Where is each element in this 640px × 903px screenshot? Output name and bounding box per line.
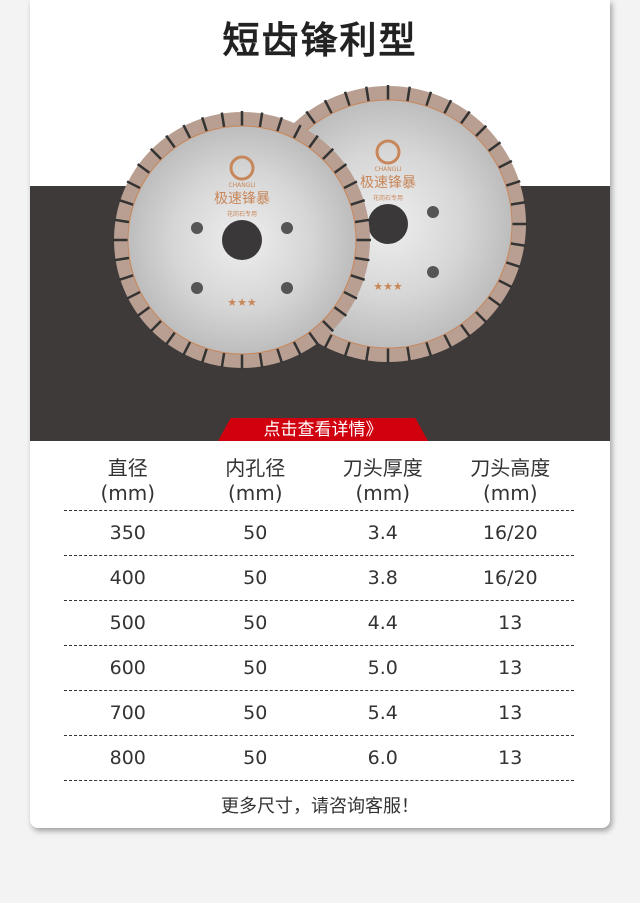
table-cell: 4.4 <box>367 612 398 634</box>
product-card: 短齿锋利型 CHANGLI 极速锋暴 花岗石专用 ★★★ CHANGLI 极速锋暴 花岗石… <box>30 0 610 828</box>
svg-text:CHANGLI: CHANGLI <box>228 182 255 189</box>
table-cell: 350 <box>109 522 146 544</box>
table-cell: 50 <box>243 747 268 769</box>
table-row: 400 50 3.8 16/20 <box>64 556 574 601</box>
svg-text:极速锋暴: 极速锋暴 <box>360 175 416 191</box>
header-bore: 内孔径 (mm) <box>225 456 286 505</box>
table-row: 350 50 3.4 16/20 <box>64 511 574 556</box>
table-header: 直径 (mm) 内孔径 (mm) 刀头厚度 (mm) 刀头高度 (mm) <box>64 452 574 511</box>
svg-text:花岗石专用: 花岗石专用 <box>227 210 257 218</box>
table-cell: 13 <box>498 657 523 679</box>
header-segment-height: 刀头高度 (mm) <box>470 456 551 505</box>
table-cell: 13 <box>498 747 523 769</box>
header-diameter: 直径 (mm) <box>100 456 156 505</box>
table-cell: 3.4 <box>367 522 398 544</box>
spec-table: 直径 (mm) 内孔径 (mm) 刀头厚度 (mm) 刀头高度 (mm) 350 50 3.… <box>64 452 574 781</box>
table-row: 700 50 5.4 13 <box>64 691 574 736</box>
table-cell: 50 <box>243 522 268 544</box>
table-cell: 13 <box>498 612 523 634</box>
table-cell: 800 <box>109 747 146 769</box>
table-cell: 50 <box>243 612 268 634</box>
table-cell: 6.0 <box>367 747 398 769</box>
table-cell: 50 <box>243 567 268 589</box>
table-cell: 16/20 <box>482 567 538 589</box>
footer-note: 更多尺寸，请咨询客服！ <box>221 796 419 817</box>
table-cell: 600 <box>109 657 146 679</box>
table-row: 600 50 5.0 13 <box>64 646 574 691</box>
table-cell: 500 <box>109 612 146 634</box>
table-cell: 50 <box>243 702 268 724</box>
table-cell: 5.0 <box>367 657 398 679</box>
table-cell: 50 <box>243 657 268 679</box>
page-title: 短齿锋利型 <box>222 19 418 62</box>
header-segment-thickness: 刀头厚度 (mm) <box>342 456 423 505</box>
svg-text:极速锋暴: 极速锋暴 <box>214 191 270 207</box>
table-cell: 700 <box>109 702 146 724</box>
table-cell: 16/20 <box>482 522 538 544</box>
table-cell: 400 <box>109 567 146 589</box>
table-cell: 13 <box>498 702 523 724</box>
table-row: 500 50 4.4 13 <box>64 601 574 646</box>
table-row: 800 50 6.0 13 <box>64 736 574 781</box>
table-cell: 3.8 <box>367 567 398 589</box>
svg-text:★★★: ★★★ <box>227 296 257 309</box>
view-details-button[interactable]: 点击查看详情》 <box>218 418 428 441</box>
svg-text:CHANGLI: CHANGLI <box>374 166 401 173</box>
svg-text:花岗石专用: 花岗石专用 <box>373 194 403 202</box>
svg-text:★★★: ★★★ <box>373 280 403 293</box>
table-cell: 5.4 <box>367 702 398 724</box>
